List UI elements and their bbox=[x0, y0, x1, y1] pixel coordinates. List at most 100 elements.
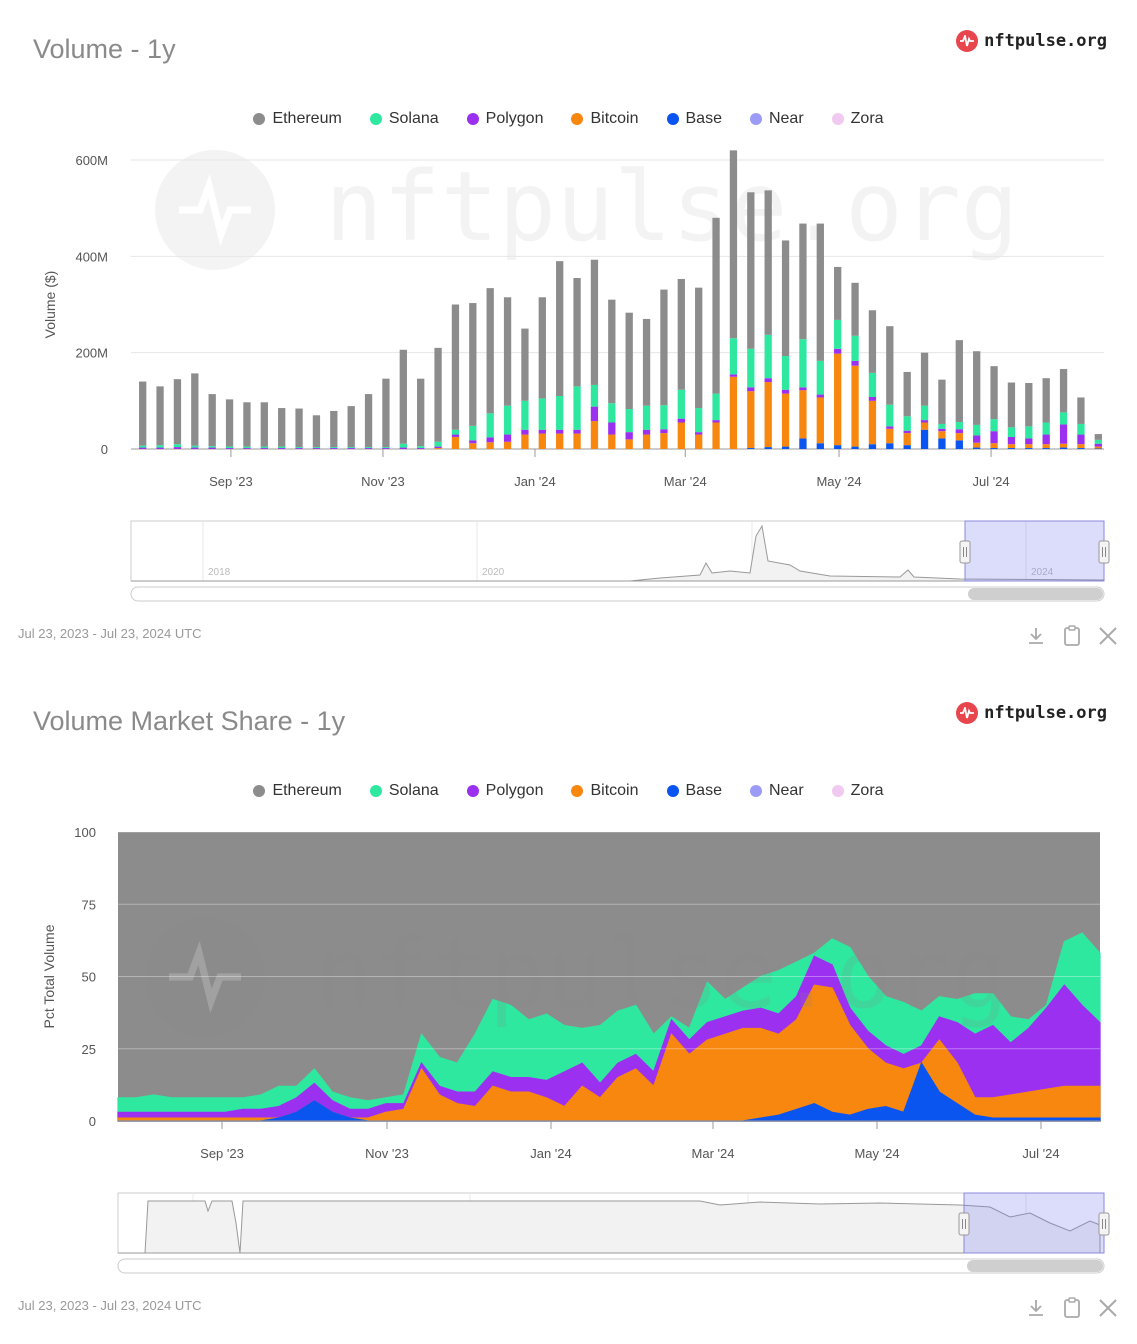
bar-segment-polygon bbox=[451, 434, 460, 437]
navigator-series bbox=[131, 524, 1105, 582]
bar-segment-polygon bbox=[521, 429, 529, 435]
bar-segment-solana bbox=[556, 396, 564, 430]
bar-segment-bitcoin bbox=[1042, 444, 1050, 449]
bar-segment-polygon bbox=[677, 418, 685, 423]
bar-segment-ethereum bbox=[660, 289, 668, 406]
legend-item-near[interactable]: Near bbox=[749, 782, 804, 800]
download-icon[interactable] bbox=[1025, 624, 1047, 648]
bar-segment-solana bbox=[955, 422, 963, 430]
bar-segment-ethereum bbox=[677, 278, 685, 390]
volume-bar-chart: nftpulse.org 0 200M 400M 600M Volume ($) Sep '… bbox=[42, 150, 1110, 602]
navigator-scrollbar[interactable] bbox=[117, 1258, 1105, 1274]
legend-item-bitcoin[interactable]: Bitcoin bbox=[571, 782, 639, 800]
navigator-selection bbox=[964, 520, 1105, 582]
bar-segment-ethereum bbox=[973, 351, 981, 425]
bar-segment-ethereum bbox=[156, 386, 164, 446]
bar-segment-base bbox=[938, 438, 946, 449]
x-share-icon[interactable] bbox=[1097, 1296, 1119, 1320]
download-icon[interactable] bbox=[1025, 1296, 1047, 1320]
bar-segment-base bbox=[1042, 448, 1050, 449]
scrollbar-thumb bbox=[968, 588, 1103, 600]
legend-label: Bitcoin bbox=[590, 782, 639, 799]
bar-segment-polygon bbox=[660, 429, 668, 434]
bar-segment-bitcoin bbox=[486, 442, 494, 449]
range-navigator[interactable]: 2018202020222024 bbox=[130, 520, 1110, 582]
bar-segment-polygon bbox=[382, 448, 390, 449]
bar-segment-bitcoin bbox=[677, 422, 685, 449]
bar-segment-solana bbox=[834, 319, 842, 349]
bar-segment-solana bbox=[451, 429, 460, 435]
bar-segment-ethereum bbox=[139, 381, 147, 446]
legend-item-polygon[interactable]: Polygon bbox=[466, 782, 544, 800]
navigator-handle[interactable] bbox=[1098, 540, 1110, 564]
bar-segment-polygon bbox=[1007, 436, 1016, 445]
bar-segment-solana bbox=[347, 447, 355, 449]
bar-segment-bitcoin bbox=[1025, 444, 1033, 449]
legend-item-zora[interactable]: Zora bbox=[831, 110, 884, 128]
legend-item-solana[interactable]: Solana bbox=[369, 110, 439, 128]
bar-segment-solana bbox=[417, 446, 425, 449]
bar-segment-bitcoin bbox=[868, 400, 877, 445]
legend-item-ethereum[interactable]: Ethereum bbox=[253, 110, 342, 128]
legend-label: Polygon bbox=[485, 782, 544, 799]
bar-segment-ethereum bbox=[225, 399, 234, 447]
navigator-handle[interactable] bbox=[958, 1212, 970, 1236]
bar-segment-polygon bbox=[156, 447, 164, 449]
legend-item-ethereum[interactable]: Ethereum bbox=[253, 782, 342, 800]
bar-segment-polygon bbox=[347, 448, 355, 449]
bar-segment-bitcoin bbox=[660, 433, 668, 449]
navigator-scrollbar[interactable] bbox=[130, 586, 1105, 602]
legend-item-polygon[interactable]: Polygon bbox=[466, 110, 543, 128]
clipboard-icon[interactable] bbox=[1061, 624, 1083, 648]
bar-segment-base bbox=[990, 448, 998, 449]
bar-segment-bitcoin bbox=[955, 433, 963, 441]
bar-segment-bitcoin bbox=[920, 422, 929, 430]
legend-item-solana[interactable]: Solana bbox=[369, 782, 439, 800]
x-tick-label: Sep '23 bbox=[209, 474, 253, 489]
bar-segment-polygon bbox=[1042, 434, 1050, 445]
bar-segment-bitcoin bbox=[851, 365, 859, 447]
bar-segment-bitcoin bbox=[886, 428, 894, 444]
bar-segment-solana bbox=[886, 404, 894, 427]
bar-segment-polygon bbox=[903, 430, 911, 434]
bar-segment-polygon bbox=[260, 448, 268, 449]
legend-item-zora[interactable]: Zora bbox=[831, 782, 884, 800]
bar-segment-ethereum bbox=[521, 328, 529, 401]
legend-label: Base bbox=[685, 110, 722, 127]
bar-segment-solana bbox=[903, 416, 911, 431]
bar-segment-ethereum bbox=[695, 287, 703, 409]
bar-segment-ethereum bbox=[312, 415, 321, 448]
bar-segment-ethereum bbox=[990, 366, 998, 420]
legend-item-base[interactable]: Base bbox=[666, 110, 722, 128]
legend-item-base[interactable]: Base bbox=[666, 782, 722, 800]
chart-title: Volume Market Share - 1y bbox=[33, 706, 346, 736]
bar-segment-base bbox=[920, 429, 929, 449]
legend-dot-icon bbox=[831, 785, 844, 797]
bar-segment-bitcoin bbox=[503, 441, 512, 449]
legend-dot-icon bbox=[666, 113, 679, 125]
bar-segment-ethereum bbox=[816, 223, 824, 361]
legend-item-bitcoin[interactable]: Bitcoin bbox=[571, 110, 639, 128]
bar-segment-base bbox=[973, 447, 981, 449]
brand[interactable]: nftpulse.org bbox=[956, 30, 1107, 52]
x-share-icon[interactable] bbox=[1097, 624, 1119, 648]
bar-segment-polygon bbox=[556, 429, 564, 434]
bar-segment-bitcoin bbox=[712, 422, 720, 449]
bar-segment-polygon bbox=[938, 428, 946, 432]
brand[interactable]: nftpulse.org bbox=[956, 702, 1107, 724]
bar-segment-ethereum bbox=[382, 378, 390, 448]
bar-segment-solana bbox=[868, 372, 877, 397]
bar-segment-solana bbox=[1059, 412, 1068, 425]
bar-segment-ethereum bbox=[851, 282, 859, 336]
range-navigator[interactable]: 2018202020222024 bbox=[117, 1192, 1110, 1254]
x-tick-label: Sep '23 bbox=[200, 1146, 244, 1161]
bar-segment-solana bbox=[469, 425, 477, 441]
bar-segment-polygon bbox=[799, 387, 807, 391]
bar-segment-polygon bbox=[973, 435, 981, 443]
navigator-handle[interactable] bbox=[1098, 1212, 1110, 1236]
navigator-handle[interactable] bbox=[959, 540, 971, 564]
y-tick-label: 75 bbox=[82, 897, 96, 912]
legend-item-near[interactable]: Near bbox=[749, 110, 804, 128]
clipboard-icon[interactable] bbox=[1061, 1296, 1083, 1320]
bar-segment-base bbox=[816, 443, 824, 449]
